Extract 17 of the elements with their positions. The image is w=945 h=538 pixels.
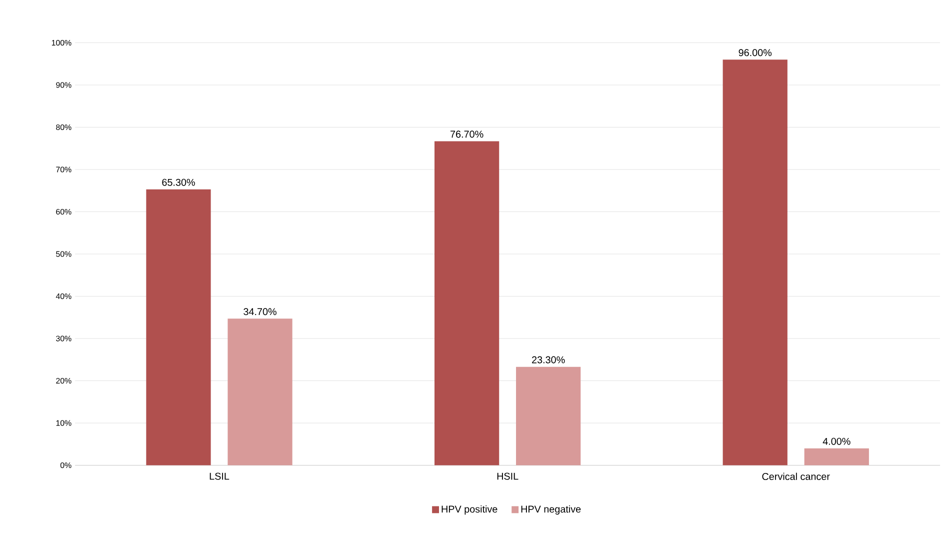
data-label: 23.30% bbox=[532, 356, 565, 364]
data-label: 76.70% bbox=[450, 130, 484, 138]
data-label: 65.30% bbox=[162, 178, 195, 186]
legend-label: HPV positive bbox=[442, 505, 498, 515]
x-tick-label: HSIL bbox=[497, 472, 518, 480]
x-tick-label: LSIL bbox=[210, 472, 230, 480]
bar bbox=[434, 141, 500, 466]
data-label: 96.00% bbox=[738, 49, 772, 56]
data-label: 4.00% bbox=[822, 438, 850, 445]
bar bbox=[228, 318, 292, 466]
bar bbox=[722, 60, 788, 466]
bar bbox=[804, 448, 869, 466]
x-tick-label: Cervical cancer bbox=[762, 472, 830, 480]
bar bbox=[516, 366, 581, 466]
data-label: 34.70% bbox=[244, 308, 276, 316]
bar bbox=[146, 189, 211, 466]
legend-label: HPV negative bbox=[521, 505, 581, 515]
